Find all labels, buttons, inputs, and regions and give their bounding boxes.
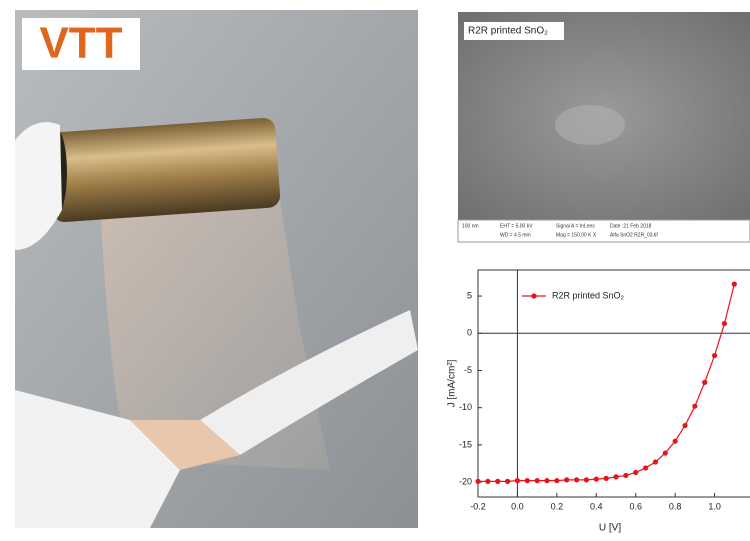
data-point (653, 459, 658, 464)
legend-label: R2R printed SnO₂ (552, 290, 625, 300)
x-tick-label: 0.8 (669, 501, 682, 511)
data-line (478, 284, 734, 481)
x-tick-label: 0.2 (551, 501, 564, 511)
x-tick-label: 0.6 (629, 501, 642, 511)
data-point (554, 478, 559, 483)
sem-footer-text: Signal A = InLens (556, 223, 595, 229)
x-tick-label: 0.4 (590, 501, 603, 511)
data-point (732, 282, 737, 287)
y-tick-label: -10 (459, 402, 472, 412)
y-tick-label: 0 (467, 328, 472, 338)
data-point (535, 478, 540, 483)
data-point (544, 478, 549, 483)
data-point (525, 478, 530, 483)
y-tick-label: -5 (464, 365, 472, 375)
legend-marker (531, 293, 536, 298)
sem-footer-text: Mag = 150.00 K X (556, 232, 597, 238)
y-tick-label: -20 (459, 476, 472, 486)
figure: VTT R2R printed SnO₂ 100 nm EHT = 5.00 kV… (0, 0, 750, 536)
x-axis-label: U [V] (599, 523, 621, 534)
data-point (673, 439, 678, 444)
data-point (613, 474, 618, 479)
data-point (643, 465, 648, 470)
data-point (584, 477, 589, 482)
sem-image: R2R printed SnO₂ 100 nm EHT = 5.00 kV WD =… (458, 12, 750, 242)
chart: -0.2 0.0 0.2 0.4 0.6 0.8 1.0 5 0 -5 -10 -15 -20 U [V]… (447, 270, 750, 534)
data-point (564, 477, 569, 482)
data-point (712, 353, 717, 358)
data-point (702, 380, 707, 385)
photo: VTT (15, 10, 418, 528)
data-point (515, 478, 520, 483)
x-tick-label: 1.0 (708, 501, 721, 511)
data-point (633, 470, 638, 475)
sem-footer-text: 100 nm (462, 223, 479, 229)
data-point (722, 321, 727, 326)
sem-label: R2R printed SnO₂ (468, 26, 548, 37)
data-point (623, 473, 628, 478)
page: VTT R2R printed SnO₂ 100 nm EHT = 5.00 kV… (0, 0, 750, 536)
data-point (485, 479, 490, 484)
data-point (505, 479, 510, 484)
x-tick-label: -0.2 (470, 501, 486, 511)
sem-footer-text: EHT = 5.00 kV (500, 223, 533, 229)
data-point (692, 404, 697, 409)
sem-footer-text: Alfa SnO2 R2R_03.tif (610, 232, 658, 238)
data-point (475, 479, 480, 484)
x-tick-label: 0.0 (511, 501, 524, 511)
y-tick-label: 5 (467, 290, 472, 300)
plot-frame (478, 270, 750, 497)
logo: VTT (39, 19, 122, 68)
sem-footer-text: WD = 4.5 mm (500, 232, 531, 238)
y-axis-label: J [mA/cm²] (447, 359, 458, 407)
data-point (574, 477, 579, 482)
data-point (604, 476, 609, 481)
data-point (663, 450, 668, 455)
data-point (594, 477, 599, 482)
y-tick-label: -15 (459, 439, 472, 449)
data-point (682, 423, 687, 428)
data-point (495, 479, 500, 484)
sem-footer-text: Date :21 Feb 2018 (610, 223, 652, 229)
